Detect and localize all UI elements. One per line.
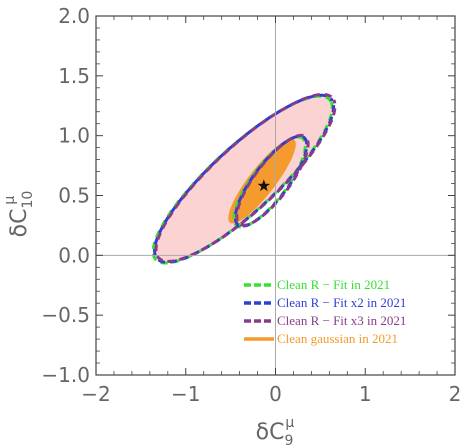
contour-inner-3 [235, 133, 310, 227]
legend-entry-label: Clean R − Fit in 2021 [277, 277, 390, 292]
x-tick-label: 1 [359, 382, 372, 406]
best-fit-marker [257, 179, 270, 192]
y-tick-label: 1.5 [58, 64, 90, 88]
legend-entry-label: Clean gaussian in 2021 [277, 331, 398, 346]
confidence-regions [154, 95, 334, 263]
y-tick-label: 0.0 [58, 243, 90, 267]
legend-entry-label: Clean R − Fit x2 in 2021 [277, 295, 406, 310]
x-axis-ticks: −2 −1 0 1 2 [81, 16, 461, 406]
legend-entry-label: Clean R − Fit x3 in 2021 [277, 313, 406, 328]
region-outer [154, 95, 334, 263]
x-tick-label: 2 [449, 382, 462, 406]
y-tick-label: −0.5 [41, 303, 90, 327]
y-tick-label: 0.5 [58, 184, 90, 208]
x-axis-label: δC9μ [256, 415, 295, 448]
legend: Clean R − Fit in 2021 Clean R − Fit x2 in… [244, 277, 406, 346]
best-fit-star [257, 179, 270, 192]
x-tick-label: 0 [269, 382, 282, 406]
y-tick-label: −1.0 [41, 363, 90, 387]
x-tick-label: −1 [171, 382, 200, 406]
y-tick-label: 2.0 [58, 4, 90, 28]
region-inner [228, 138, 296, 224]
x-tick-label: −2 [81, 382, 110, 406]
y-tick-label: 1.0 [58, 124, 90, 148]
contour-lines [151, 92, 337, 265]
y-axis-ticks: −1.0 −0.5 0.0 0.5 1.0 1.5 2.0 [41, 4, 455, 387]
y-axis-label: δC10μ [2, 191, 36, 238]
reference-lines [96, 16, 455, 375]
contour-series-3 [154, 92, 337, 263]
